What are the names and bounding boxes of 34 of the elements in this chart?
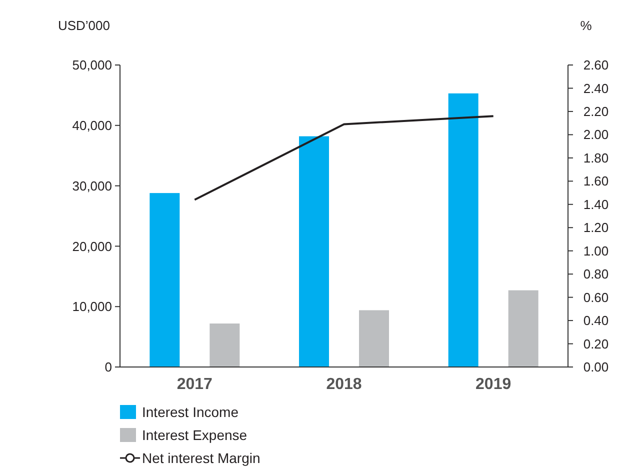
- y2-tick-label: 1.00: [583, 243, 609, 258]
- y2-tick-label: 0.20: [583, 336, 609, 352]
- y-tick-label: 0: [104, 360, 112, 375]
- y2-tick-label: 0.80: [583, 266, 609, 282]
- y-tick-label: 20,000: [72, 238, 112, 254]
- y-tick-label: 30,000: [72, 178, 112, 194]
- y2-tick-label: 2.40: [583, 80, 609, 96]
- y2-tick-label: 0.60: [583, 290, 609, 305]
- y-tick-label: 10,000: [72, 299, 112, 314]
- bar: [359, 310, 389, 367]
- bar: [508, 290, 538, 367]
- bar: [210, 324, 240, 367]
- y2-tick-label: 1.20: [583, 220, 609, 236]
- y2-tick-label: 2.00: [583, 127, 609, 142]
- x-tick-label: 2019: [476, 376, 512, 393]
- y-tick-label: 40,000: [72, 118, 112, 133]
- x-tick-label: 2017: [176, 376, 213, 393]
- y2-tick-label: 2.20: [583, 104, 609, 120]
- y2-axis-title: %: [580, 18, 592, 33]
- bar: [448, 93, 478, 367]
- y2-tick-label: 0.00: [583, 360, 609, 375]
- y2-tick-label: 1.40: [583, 196, 609, 212]
- y-axis-title: USD’000: [58, 18, 110, 33]
- y2-tick-label: 2.60: [583, 58, 609, 73]
- y-tick-label: 50,000: [72, 58, 112, 73]
- x-tick-label: 2018: [326, 376, 362, 393]
- bar: [150, 193, 180, 367]
- bar: [299, 136, 329, 367]
- y2-tick-label: 1.60: [583, 174, 609, 189]
- legend-label: Net interest Margin: [142, 450, 260, 466]
- y2-tick-label: 0.40: [583, 313, 609, 328]
- y2-tick-label: 1.80: [583, 150, 609, 166]
- legend-label: Interest Income: [142, 404, 239, 420]
- legend-label: Interest Expense: [142, 426, 248, 443]
